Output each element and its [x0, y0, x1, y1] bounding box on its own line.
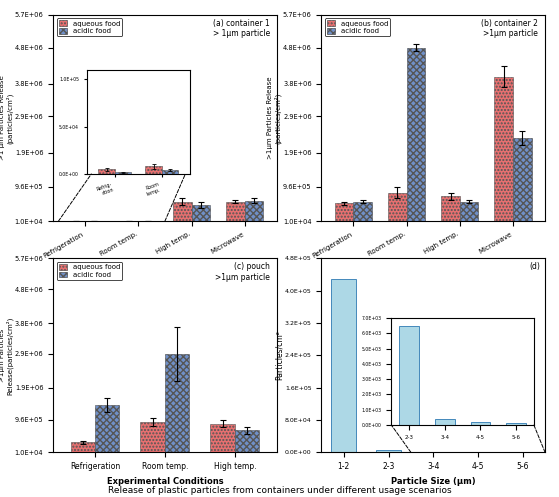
Bar: [140, 422, 165, 453]
X-axis label: Experimental Conditions: Experimental Conditions: [375, 264, 491, 273]
Y-axis label: >1 μm Particles Release
(particles/cm²): >1 μm Particles Release (particles/cm²): [0, 76, 13, 161]
Y-axis label: >1μm Particles
Release(particles/cm²): >1μm Particles Release(particles/cm²): [0, 316, 13, 395]
Bar: [331, 279, 356, 452]
Bar: [98, 169, 115, 174]
Legend: aqueous food, acidic food: aqueous food, acidic food: [56, 18, 122, 36]
X-axis label: Experimental Conditions: Experimental Conditions: [107, 477, 223, 486]
X-axis label: Particle Size (μm): Particle Size (μm): [391, 477, 476, 486]
Bar: [399, 326, 419, 425]
Bar: [441, 196, 460, 222]
Bar: [245, 200, 263, 222]
Bar: [192, 205, 210, 222]
Y-axis label: Particles/cm²: Particles/cm²: [274, 331, 283, 380]
Legend: aqueous food, acidic food: aqueous food, acidic food: [56, 262, 122, 280]
Bar: [235, 430, 259, 453]
Bar: [210, 423, 235, 453]
Bar: [115, 172, 131, 174]
Bar: [165, 354, 190, 453]
Bar: [70, 442, 95, 453]
Bar: [95, 405, 120, 453]
Bar: [471, 422, 490, 425]
Text: Release of plastic particles from containers under different usage scenarios: Release of plastic particles from contai…: [108, 486, 451, 495]
Bar: [513, 138, 532, 222]
Legend: aqueous food, acidic food: aqueous food, acidic food: [325, 18, 390, 36]
Bar: [435, 419, 454, 425]
Text: (a) container 1
> 1μm particle: (a) container 1 > 1μm particle: [213, 19, 270, 38]
Bar: [495, 77, 513, 222]
Bar: [376, 450, 401, 452]
Bar: [406, 48, 425, 222]
Bar: [460, 202, 479, 222]
Bar: [173, 202, 192, 222]
X-axis label: Experimental Conditions: Experimental Conditions: [107, 264, 223, 273]
Bar: [335, 203, 353, 222]
Bar: [388, 192, 406, 222]
Y-axis label: >1μm Particles Release
(particles/cm²): >1μm Particles Release (particles/cm²): [267, 77, 282, 159]
Bar: [162, 170, 178, 174]
Text: (d): (d): [530, 262, 541, 271]
Text: (c) pouch
>1μm particle: (c) pouch >1μm particle: [215, 262, 270, 282]
Bar: [353, 202, 372, 222]
Bar: [145, 166, 162, 174]
Text: (b) container 2
>1μm particle: (b) container 2 >1μm particle: [481, 19, 538, 38]
Bar: [506, 422, 526, 425]
Bar: [226, 202, 245, 222]
